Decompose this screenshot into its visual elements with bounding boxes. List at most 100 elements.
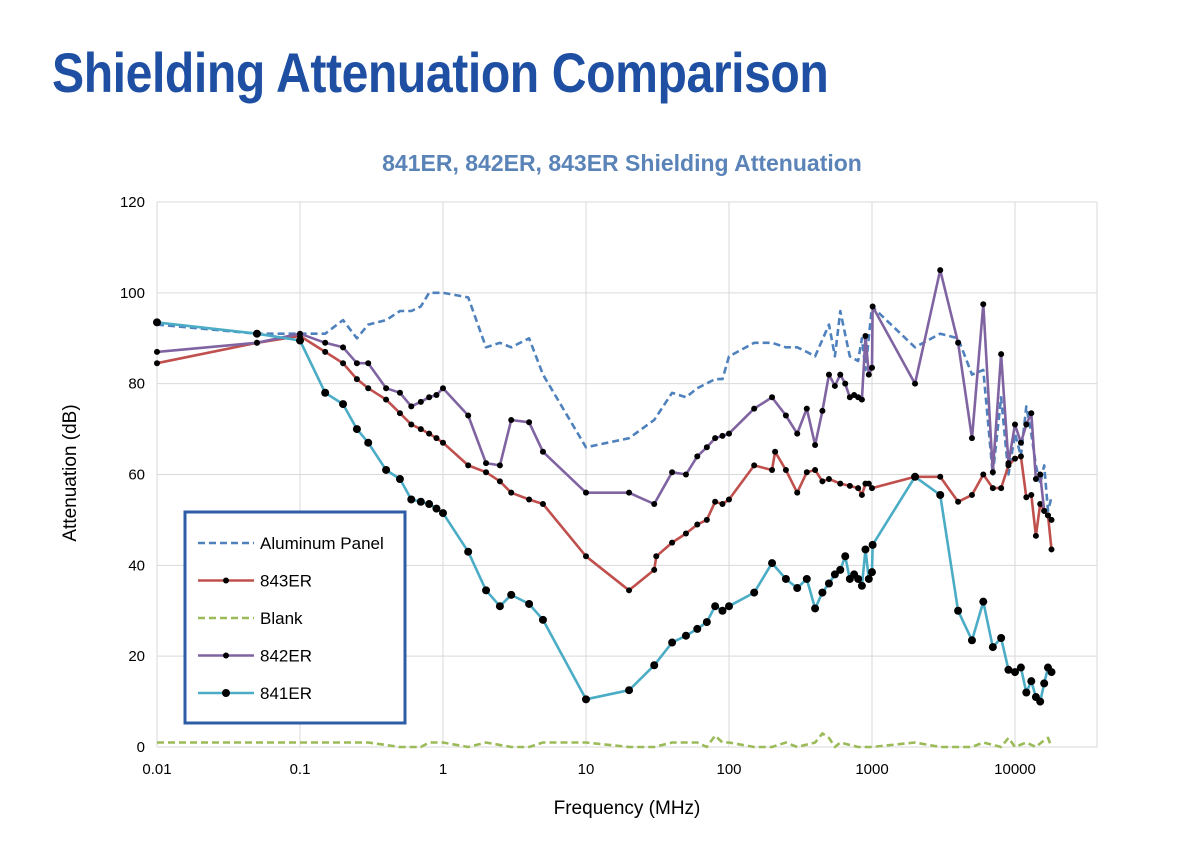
data-point (868, 540, 877, 549)
data-point (841, 552, 850, 561)
data-point (846, 482, 853, 489)
series-line-blank (157, 732, 1053, 749)
data-point (694, 453, 701, 460)
chart-title: 841ER, 842ER, 843ER Shielding Attenuatio… (382, 150, 862, 176)
data-point (1012, 421, 1018, 428)
series-line-843er (156, 334, 1053, 592)
data-point (382, 465, 391, 474)
data-point (980, 301, 987, 308)
data-point (296, 336, 304, 345)
y-tick-label: 40 (128, 557, 145, 574)
series-841er (153, 318, 1056, 706)
data-point (712, 435, 719, 442)
y-tick-label: 60 (128, 467, 145, 484)
data-point (1048, 516, 1055, 523)
data-point (718, 606, 727, 615)
series-842er (154, 267, 1055, 523)
data-point (803, 405, 810, 412)
data-point (819, 407, 826, 414)
data-point (725, 602, 733, 611)
data-point (911, 472, 920, 481)
page-title: Shielding Attenuation Comparison (52, 41, 829, 104)
data-point (253, 339, 260, 346)
data-point (865, 371, 872, 378)
data-point (669, 539, 676, 546)
y-axis-ticks: 0 20 40 60 80 100 120 (120, 194, 145, 756)
series-aluminum-panel (156, 291, 1053, 513)
data-point (464, 547, 473, 556)
x-tick-label: 0.1 (290, 761, 311, 778)
data-point (339, 400, 348, 409)
data-point (153, 318, 161, 327)
data-point (726, 430, 732, 437)
data-point (782, 412, 789, 419)
data-point (869, 485, 875, 492)
data-point (955, 339, 962, 346)
data-point (858, 396, 865, 403)
data-point (583, 489, 589, 496)
data-point (831, 382, 838, 389)
data-point (539, 448, 546, 455)
data-point (297, 330, 303, 337)
data-point (781, 574, 790, 583)
legend-label-aluminum-panel: Aluminum Panel (260, 534, 384, 553)
data-point (794, 489, 801, 496)
data-point (694, 521, 701, 528)
data-point (968, 435, 975, 442)
data-point (539, 501, 546, 508)
data-point (417, 398, 424, 405)
data-point (650, 661, 659, 670)
data-point (855, 485, 862, 492)
data-point (837, 480, 844, 487)
data-point (465, 412, 472, 419)
data-point (396, 410, 403, 417)
data-point (525, 599, 534, 608)
data-point (824, 579, 833, 588)
data-point (854, 574, 863, 583)
data-point (353, 360, 360, 367)
legend-marker (223, 577, 229, 584)
data-point (1016, 663, 1025, 672)
data-point (862, 332, 869, 339)
data-point (154, 348, 160, 355)
y-tick-label: 120 (120, 194, 145, 211)
data-point (726, 496, 732, 503)
data-point (353, 376, 360, 383)
data-point (794, 430, 801, 437)
data-point (1004, 665, 1013, 674)
data-point (507, 590, 516, 599)
data-point (526, 419, 533, 426)
data-point (869, 303, 876, 310)
data-point (669, 469, 676, 476)
data-point (1040, 679, 1049, 688)
data-point (1017, 453, 1024, 460)
data-point (1044, 512, 1051, 519)
data-point (626, 587, 633, 594)
data-point (417, 426, 424, 433)
data-point (1027, 677, 1036, 686)
data-point (857, 581, 866, 590)
data-point (711, 602, 720, 611)
data-point (818, 588, 827, 597)
data-point (803, 469, 810, 476)
data-point (768, 559, 777, 568)
series-line-842er (156, 268, 1053, 521)
x-tick-label: 1 (439, 761, 447, 778)
data-point (802, 574, 811, 583)
data-point (1028, 491, 1035, 498)
data-point (703, 444, 710, 451)
data-point (508, 489, 515, 496)
series-group (153, 267, 1056, 749)
data-point (1037, 501, 1044, 508)
data-point (653, 553, 660, 560)
data-point (395, 475, 404, 484)
data-point (582, 695, 590, 704)
legend-label-841er: 841ER (260, 684, 312, 703)
x-tick-label: 10000 (994, 761, 1036, 778)
data-point (782, 466, 789, 473)
data-point (1032, 532, 1039, 539)
data-point (425, 500, 434, 509)
data-point (321, 388, 330, 397)
data-point (433, 435, 440, 442)
